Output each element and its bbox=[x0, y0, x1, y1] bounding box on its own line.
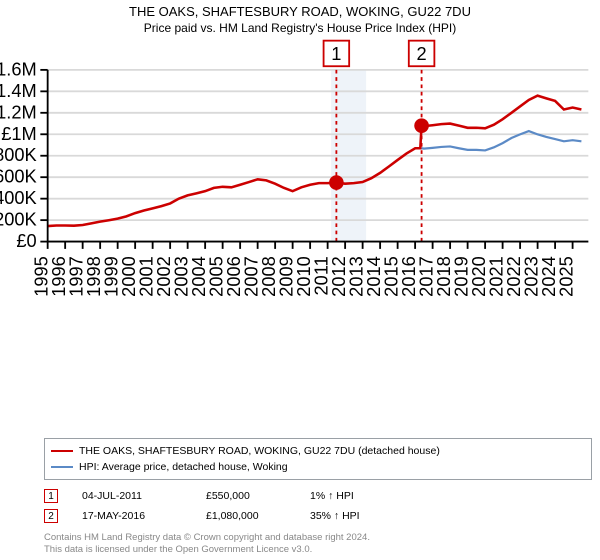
svg-text:2: 2 bbox=[417, 43, 427, 64]
svg-text:£600K: £600K bbox=[0, 166, 37, 187]
container: THE OAKS, SHAFTESBURY ROAD, WOKING, GU22… bbox=[0, 0, 600, 560]
event-price: £550,000 bbox=[206, 490, 286, 502]
svg-text:£200K: £200K bbox=[0, 209, 37, 230]
footer-line1: Contains HM Land Registry data © Crown c… bbox=[44, 532, 592, 544]
event-badge: 1 bbox=[44, 489, 58, 503]
svg-text:£1.2M: £1.2M bbox=[0, 101, 37, 122]
events-table: 1 04-JUL-2011 £550,000 1% ↑ HPI 2 17-MAY… bbox=[44, 486, 592, 526]
svg-text:£800K: £800K bbox=[0, 144, 37, 165]
legend-row: THE OAKS, SHAFTESBURY ROAD, WOKING, GU22… bbox=[51, 443, 585, 459]
svg-text:1: 1 bbox=[331, 43, 341, 64]
svg-text:£1.6M: £1.6M bbox=[0, 58, 37, 79]
svg-text:£0: £0 bbox=[16, 230, 36, 251]
svg-text:£1.4M: £1.4M bbox=[0, 80, 37, 101]
event-rel: 35% ↑ HPI bbox=[310, 510, 400, 522]
titles: THE OAKS, SHAFTESBURY ROAD, WOKING, GU22… bbox=[0, 0, 600, 37]
title-line2: Price paid vs. HM Land Registry's House … bbox=[0, 21, 600, 35]
event-row: 2 17-MAY-2016 £1,080,000 35% ↑ HPI bbox=[44, 506, 592, 526]
event-rel: 1% ↑ HPI bbox=[310, 490, 400, 502]
legend: THE OAKS, SHAFTESBURY ROAD, WOKING, GU22… bbox=[44, 438, 592, 480]
chart-area: £0£200K£400K£600K£800K£1M£1.2M£1.4M£1.6M… bbox=[0, 37, 600, 432]
title-line1: THE OAKS, SHAFTESBURY ROAD, WOKING, GU22… bbox=[0, 4, 600, 19]
svg-text:£1M: £1M bbox=[1, 123, 37, 144]
event-row: 1 04-JUL-2011 £550,000 1% ↑ HPI bbox=[44, 486, 592, 506]
footer: Contains HM Land Registry data © Crown c… bbox=[44, 532, 592, 556]
event-date: 17-MAY-2016 bbox=[82, 510, 182, 522]
event-date: 04-JUL-2011 bbox=[82, 490, 182, 502]
footer-line2: This data is licensed under the Open Gov… bbox=[44, 544, 592, 556]
legend-swatch-1 bbox=[51, 450, 73, 452]
legend-swatch-2 bbox=[51, 466, 73, 468]
svg-text:2025: 2025 bbox=[556, 256, 577, 297]
legend-label-1: THE OAKS, SHAFTESBURY ROAD, WOKING, GU22… bbox=[79, 445, 440, 457]
svg-text:£400K: £400K bbox=[0, 187, 37, 208]
chart-svg: £0£200K£400K£600K£800K£1M£1.2M£1.4M£1.6M… bbox=[44, 37, 592, 311]
event-badge: 2 bbox=[44, 509, 58, 523]
legend-label-2: HPI: Average price, detached house, Woki… bbox=[79, 461, 288, 473]
event-price: £1,080,000 bbox=[206, 510, 286, 522]
legend-row: HPI: Average price, detached house, Woki… bbox=[51, 459, 585, 475]
plot: £0£200K£400K£600K£800K£1M£1.2M£1.4M£1.6M… bbox=[44, 37, 592, 432]
